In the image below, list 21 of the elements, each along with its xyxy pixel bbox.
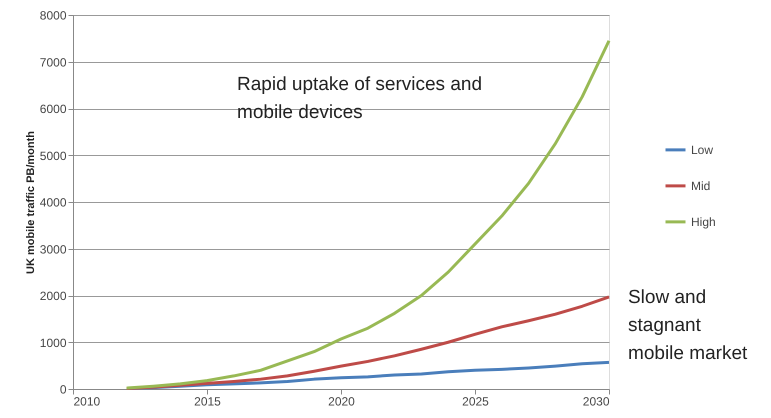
y-tick-label: 6000 — [40, 102, 67, 116]
y-tick-label: 0 — [60, 382, 67, 396]
y-tick-label: 5000 — [40, 148, 67, 163]
x-tick-label: 2030 — [582, 394, 610, 408]
y-tick-label: 7000 — [40, 55, 67, 70]
text: Slow and stagnant mobile market — [628, 287, 748, 364]
y-tick-label: 1000 — [40, 336, 67, 350]
x-tick-label: 2010 — [74, 394, 101, 408]
annotation: Rapid uptake of services and mobile devices — [237, 74, 482, 123]
y-tick-label: 2000 — [40, 289, 67, 303]
legend-label: High — [691, 214, 716, 229]
legend-label: Mid — [691, 178, 710, 193]
y-tick-label: 4000 — [40, 196, 67, 210]
legend-label: Low — [691, 142, 714, 157]
x-tick-label: 2020 — [328, 394, 356, 408]
y-tick-label: 8000 — [40, 8, 67, 22]
y-axis-title: UK mobile traffic PB/month — [24, 130, 37, 274]
x-tick-label: 2015 — [194, 394, 222, 408]
x-tick-label: 2025 — [462, 394, 490, 408]
line-series — [125, 39, 610, 390]
y-tick-label: 3000 — [40, 242, 67, 256]
